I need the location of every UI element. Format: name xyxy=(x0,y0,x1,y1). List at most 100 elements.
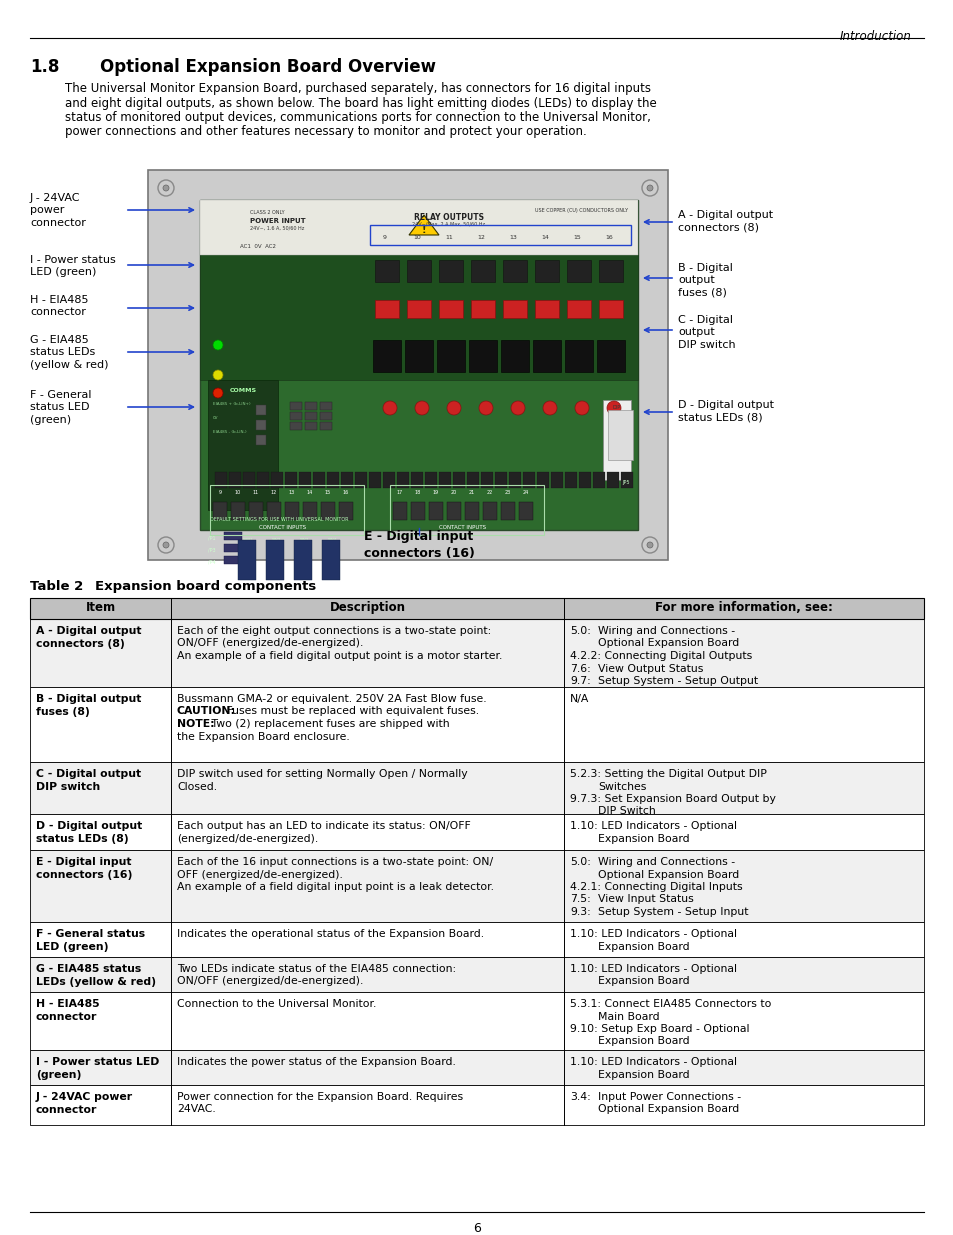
Text: DEFAULT SETTINGS FOR USE WITH UNIVERSAL MONITOR: DEFAULT SETTINGS FOR USE WITH UNIVERSAL … xyxy=(210,517,348,522)
Text: 9: 9 xyxy=(218,490,221,495)
Text: 14: 14 xyxy=(540,235,548,240)
Text: 5.0:: 5.0: xyxy=(569,857,590,867)
Text: Optional Expansion Board Overview: Optional Expansion Board Overview xyxy=(100,58,436,77)
Bar xyxy=(447,501,460,520)
Text: View Output Status: View Output Status xyxy=(598,663,702,673)
Bar xyxy=(407,300,431,317)
Text: 9.10: Setup Exp Board - Optional: 9.10: Setup Exp Board - Optional xyxy=(569,1024,749,1034)
Text: CAUTION:: CAUTION: xyxy=(177,706,235,716)
Bar xyxy=(369,472,380,488)
Text: 7.6:: 7.6: xyxy=(569,663,590,673)
Text: A - Digital output
connectors (8): A - Digital output connectors (8) xyxy=(678,210,772,232)
Text: 21: 21 xyxy=(468,490,475,495)
Circle shape xyxy=(606,401,620,415)
Text: 23: 23 xyxy=(504,490,511,495)
Bar xyxy=(551,472,562,488)
Text: 9.7:: 9.7: xyxy=(569,676,590,685)
Text: CLASS 2 ONLY: CLASS 2 ONLY xyxy=(250,210,284,215)
Circle shape xyxy=(447,401,460,415)
Text: !: ! xyxy=(421,225,426,235)
Bar xyxy=(566,261,590,282)
Bar xyxy=(436,340,464,372)
Bar xyxy=(375,261,398,282)
Text: 19: 19 xyxy=(433,490,438,495)
Text: 1.10: LED Indicators - Optional: 1.10: LED Indicators - Optional xyxy=(569,821,737,831)
Bar xyxy=(224,556,242,564)
Bar xyxy=(231,501,245,520)
Polygon shape xyxy=(409,215,438,235)
Text: DIP: DIP xyxy=(612,405,620,410)
Text: The Universal Monitor Expansion Board, purchased separately, has connectors for : The Universal Monitor Expansion Board, p… xyxy=(65,82,650,95)
Text: AC1  0V  AC2: AC1 0V AC2 xyxy=(240,245,275,249)
Text: SW2: SW2 xyxy=(271,538,280,542)
Bar xyxy=(30,923,923,957)
Bar xyxy=(340,472,353,488)
Bar xyxy=(305,412,316,420)
Bar xyxy=(30,1086,923,1125)
Bar xyxy=(255,435,266,445)
Bar xyxy=(148,170,667,559)
Bar xyxy=(438,300,462,317)
Bar xyxy=(373,340,400,372)
Bar xyxy=(405,340,433,372)
Text: C - Digital output
DIP switch: C - Digital output DIP switch xyxy=(36,769,141,792)
Text: CONTACT INPUTS: CONTACT INPUTS xyxy=(439,525,486,530)
Text: Indicates the power status of the Expansion Board.: Indicates the power status of the Expans… xyxy=(177,1057,456,1067)
Bar xyxy=(537,472,548,488)
Bar xyxy=(578,472,590,488)
Bar xyxy=(471,300,495,317)
Bar xyxy=(30,814,923,850)
Bar xyxy=(598,261,622,282)
Bar xyxy=(338,501,353,520)
Text: C - Digital
output
DIP switch: C - Digital output DIP switch xyxy=(678,315,735,350)
Bar xyxy=(502,261,526,282)
Text: 20: 20 xyxy=(451,490,456,495)
Text: CONTACT INPUTS: CONTACT INPUTS xyxy=(259,525,306,530)
Bar xyxy=(305,422,316,430)
Text: H - EIA485
connector: H - EIA485 connector xyxy=(36,999,99,1023)
Text: Bussmann GMA-2 or equivalent. 250V 2A Fast Blow fuse.: Bussmann GMA-2 or equivalent. 250V 2A Fa… xyxy=(177,694,486,704)
Text: Closed.: Closed. xyxy=(177,782,217,792)
Bar xyxy=(382,472,395,488)
Text: 13: 13 xyxy=(289,490,294,495)
Text: and eight digital outputs, as shown below. The board has light emitting diodes (: and eight digital outputs, as shown belo… xyxy=(65,96,656,110)
Bar xyxy=(467,472,478,488)
Text: USE COPPER (CU) CONDUCTORS ONLY: USE COPPER (CU) CONDUCTORS ONLY xyxy=(535,207,627,212)
Text: 10: 10 xyxy=(234,490,241,495)
Text: H - EIA485
connector: H - EIA485 connector xyxy=(30,295,89,317)
Text: View Input Status: View Input Status xyxy=(598,894,693,904)
Text: Setup System - Setup Output: Setup System - Setup Output xyxy=(598,676,758,685)
Text: An example of a field digital input point is a leak detector.: An example of a field digital input poin… xyxy=(177,882,494,892)
Text: (energized/de-energized).: (energized/de-energized). xyxy=(177,834,318,844)
Bar xyxy=(285,472,296,488)
Text: 1.10: LED Indicators - Optional: 1.10: LED Indicators - Optional xyxy=(569,965,737,974)
Bar xyxy=(249,501,263,520)
Circle shape xyxy=(641,180,658,196)
Text: 0V: 0V xyxy=(213,416,218,420)
Text: Wiring and Connections -: Wiring and Connections - xyxy=(598,857,735,867)
Bar xyxy=(564,472,577,488)
Circle shape xyxy=(163,185,169,191)
Bar xyxy=(200,200,638,530)
Text: EIA485 + (b-LIN+): EIA485 + (b-LIN+) xyxy=(213,403,251,406)
Text: 4.2.1: Connecting Digital Inputs: 4.2.1: Connecting Digital Inputs xyxy=(569,882,741,892)
Bar xyxy=(208,380,277,510)
Bar xyxy=(319,412,332,420)
Text: Optional Expansion Board: Optional Expansion Board xyxy=(598,638,739,648)
Text: Expansion Board: Expansion Board xyxy=(598,1036,689,1046)
Text: POWER INPUT: POWER INPUT xyxy=(250,219,305,224)
Text: DIP Switch: DIP Switch xyxy=(598,806,655,816)
Bar xyxy=(305,403,316,410)
Bar xyxy=(469,340,497,372)
Circle shape xyxy=(575,401,588,415)
Text: F - General
status LED
(green): F - General status LED (green) xyxy=(30,390,91,425)
Bar xyxy=(256,472,269,488)
Text: 9: 9 xyxy=(382,235,387,240)
Text: Each of the 16 input connections is a two-state point: ON/: Each of the 16 input connections is a tw… xyxy=(177,857,493,867)
Text: Expansion Board: Expansion Board xyxy=(598,977,689,987)
Text: 12: 12 xyxy=(271,490,276,495)
Text: 1.8: 1.8 xyxy=(30,58,59,77)
Bar xyxy=(566,300,590,317)
Circle shape xyxy=(382,401,396,415)
Bar xyxy=(535,300,558,317)
